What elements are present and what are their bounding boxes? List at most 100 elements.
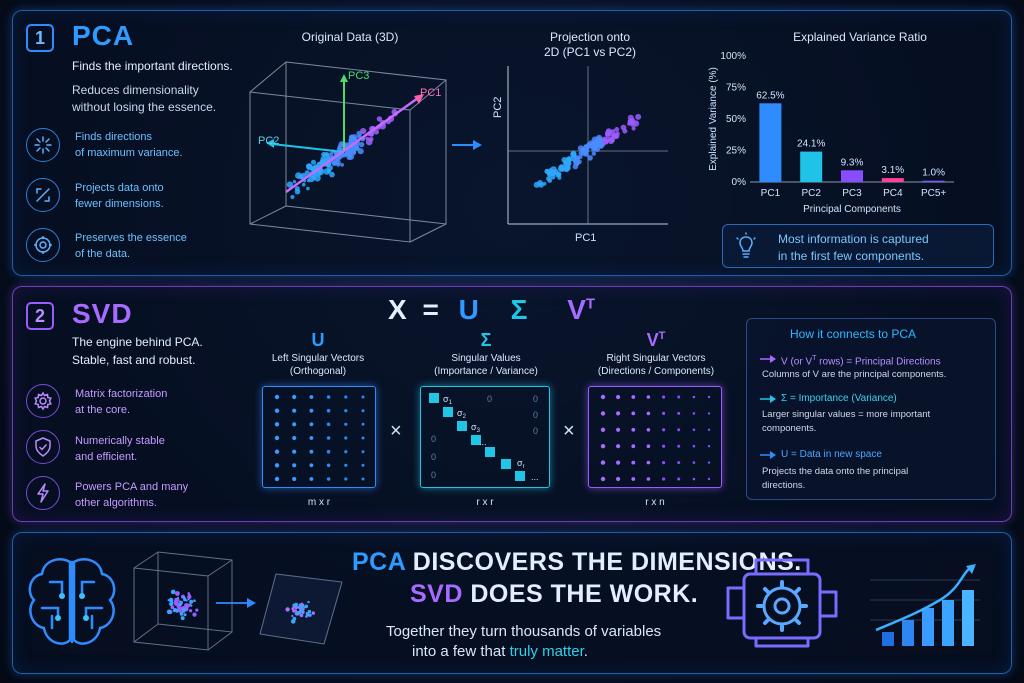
matrix-entry bbox=[309, 463, 314, 468]
chart-title: Explained Variance Ratio bbox=[793, 30, 927, 44]
bar-pc5plus bbox=[922, 180, 945, 182]
data-point bbox=[565, 156, 572, 163]
connection-item-2-head: Σ = Importance (Variance) bbox=[781, 393, 897, 404]
data-point bbox=[542, 181, 547, 186]
data-point bbox=[609, 136, 615, 143]
matrix-entry bbox=[692, 477, 696, 481]
u-matrix bbox=[262, 386, 376, 488]
summary-headline-2: SVD DOES THE WORK. bbox=[410, 580, 699, 608]
vt-matrix bbox=[588, 386, 722, 488]
x-tick-label: PC4 bbox=[883, 188, 903, 199]
data-point bbox=[301, 602, 303, 605]
sigma-matrix-title: Σ bbox=[480, 330, 492, 350]
y-tick-label: 50% bbox=[726, 114, 746, 125]
pca-title: PCA bbox=[72, 20, 135, 51]
data-cube-icon bbox=[133, 551, 233, 651]
sigma-ellipsis-end: ... bbox=[531, 472, 539, 482]
data-point bbox=[295, 172, 302, 179]
data-point bbox=[180, 616, 185, 621]
data-point bbox=[170, 589, 176, 595]
matrix-entry bbox=[707, 395, 711, 399]
y-tick-label: 0% bbox=[732, 177, 747, 188]
data-point bbox=[346, 154, 353, 160]
vt-matrix-sub2: (Directions / Components) bbox=[597, 366, 715, 377]
sigma-r-label: σr bbox=[517, 458, 525, 470]
matrix-entry bbox=[616, 460, 621, 465]
arrow-right-icon bbox=[760, 395, 776, 403]
svd-feature-1-line1: Matrix factorization bbox=[75, 388, 168, 400]
equation-u: U bbox=[458, 294, 479, 325]
svd-equation: X = U Σ VT bbox=[388, 294, 595, 326]
matrix-entry bbox=[692, 412, 696, 415]
matrix-entry bbox=[631, 477, 636, 481]
summary-sub-line2: into a few that truly matter. bbox=[412, 643, 588, 660]
pca-feature-3-line1: Preserves the essence bbox=[75, 232, 187, 244]
matrix-entry bbox=[631, 460, 636, 465]
vt-matrix-title: VT bbox=[646, 330, 666, 350]
matrix-entry bbox=[274, 422, 280, 427]
data-point bbox=[285, 607, 290, 612]
data-point bbox=[195, 608, 199, 612]
matrix-entry bbox=[361, 463, 365, 467]
matrix-entry bbox=[631, 411, 636, 416]
matrix-entry bbox=[309, 408, 314, 413]
sigma-zero: 0 bbox=[431, 470, 436, 480]
pca-desc-line2: without losing the essence. bbox=[72, 100, 217, 114]
matrix-entry bbox=[707, 461, 711, 464]
data-point bbox=[327, 156, 331, 160]
bar-value-label: 24.1% bbox=[797, 139, 825, 150]
data-point bbox=[376, 116, 383, 122]
svd-feature-3-line2: other algorithms. bbox=[75, 497, 157, 509]
data-point bbox=[185, 599, 188, 602]
data-point bbox=[546, 176, 552, 182]
matrix-entry bbox=[600, 411, 606, 416]
data-point bbox=[179, 600, 182, 603]
sigma-matrix: σ1 σ2 σ3 ... σr ... 0 0 0 0 0 0 0 bbox=[420, 386, 550, 488]
matrix-entry bbox=[344, 463, 348, 467]
matrix-entry bbox=[662, 411, 666, 415]
sigma-1-label: σ1 bbox=[443, 394, 453, 406]
axis-pc1-label: PC1 bbox=[420, 87, 441, 99]
growth-chart-icon bbox=[870, 564, 980, 646]
svd-feature-3-line1: Powers PCA and many bbox=[75, 481, 189, 493]
matrix-entry bbox=[646, 411, 651, 416]
matrix-entry bbox=[292, 449, 297, 454]
sigma-diagonal-3 bbox=[457, 421, 467, 431]
data-point bbox=[294, 605, 299, 610]
sigma-diagonal-5 bbox=[485, 447, 495, 457]
data-point bbox=[564, 166, 569, 171]
data-point bbox=[305, 612, 309, 615]
sigma-zero: 0 bbox=[431, 452, 436, 462]
sigma-zero: 0 bbox=[431, 434, 436, 444]
data-point bbox=[631, 126, 636, 131]
data-point bbox=[329, 171, 335, 178]
data-point bbox=[174, 597, 177, 601]
y-axis-label: Explained Variance (%) bbox=[708, 67, 719, 171]
data-point bbox=[178, 602, 182, 606]
data-point bbox=[286, 181, 294, 188]
sigma-matrix-sub1: Singular Values bbox=[451, 353, 521, 364]
matrix-entry bbox=[677, 395, 681, 399]
u-matrix-title: U bbox=[311, 330, 325, 350]
data-point bbox=[614, 127, 620, 132]
svd-feature-1-line2: at the core. bbox=[75, 404, 131, 416]
data-point bbox=[192, 612, 197, 617]
data-point bbox=[591, 147, 596, 152]
bar-pc1 bbox=[759, 103, 782, 183]
equation-x: X bbox=[388, 294, 407, 325]
matrix-entry bbox=[361, 409, 365, 413]
pca-feature-2-line2: fewer dimensions. bbox=[75, 198, 164, 210]
data-point bbox=[176, 605, 179, 608]
data-point bbox=[166, 609, 172, 615]
sigma-diagonal-1 bbox=[429, 393, 439, 403]
matrix-entry bbox=[631, 427, 636, 432]
x-tick-label: PC3 bbox=[842, 188, 862, 199]
data-point bbox=[601, 136, 608, 143]
matrix-entry bbox=[600, 460, 606, 465]
matrix-entry bbox=[274, 449, 280, 454]
pca-section-number: 1 bbox=[26, 24, 54, 52]
matrix-entry bbox=[274, 408, 280, 413]
matrix-entry bbox=[292, 476, 297, 482]
matrix-entry bbox=[361, 436, 365, 440]
data-point bbox=[570, 151, 577, 158]
